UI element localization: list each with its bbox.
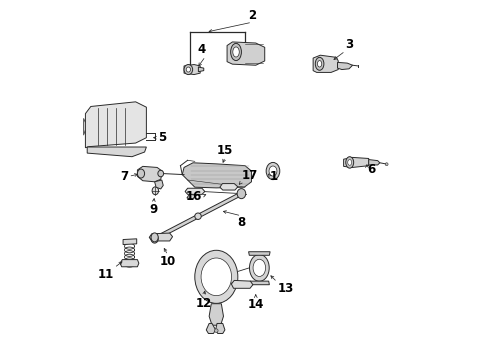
Polygon shape: [368, 159, 380, 165]
Text: 5: 5: [158, 131, 167, 144]
Polygon shape: [185, 188, 205, 194]
Polygon shape: [123, 239, 137, 244]
Polygon shape: [182, 163, 251, 188]
Polygon shape: [216, 323, 225, 333]
Ellipse shape: [195, 213, 201, 220]
Ellipse shape: [184, 64, 193, 75]
Text: 10: 10: [160, 255, 176, 268]
Text: 15: 15: [217, 144, 233, 157]
Ellipse shape: [253, 259, 266, 276]
Ellipse shape: [315, 57, 324, 70]
Text: 6: 6: [367, 163, 375, 176]
Polygon shape: [85, 102, 147, 148]
Text: 8: 8: [237, 216, 245, 229]
Ellipse shape: [231, 43, 242, 60]
Ellipse shape: [152, 187, 159, 195]
Polygon shape: [154, 192, 242, 240]
Ellipse shape: [237, 189, 245, 199]
Polygon shape: [87, 147, 147, 157]
Ellipse shape: [346, 157, 354, 168]
Polygon shape: [84, 118, 85, 135]
Polygon shape: [137, 166, 163, 182]
Polygon shape: [227, 42, 265, 65]
Ellipse shape: [195, 250, 238, 303]
Ellipse shape: [137, 169, 145, 178]
Polygon shape: [206, 323, 216, 333]
Polygon shape: [120, 260, 139, 267]
Polygon shape: [187, 194, 196, 199]
Polygon shape: [209, 304, 223, 325]
Polygon shape: [155, 180, 163, 189]
Text: 14: 14: [247, 298, 264, 311]
Ellipse shape: [348, 159, 352, 165]
Ellipse shape: [249, 255, 269, 281]
Text: 11: 11: [98, 268, 114, 281]
Ellipse shape: [385, 163, 388, 166]
Ellipse shape: [151, 234, 158, 243]
Text: 9: 9: [149, 203, 158, 216]
Ellipse shape: [158, 170, 164, 177]
Ellipse shape: [233, 47, 239, 57]
Polygon shape: [149, 233, 172, 241]
Text: 17: 17: [242, 169, 258, 182]
Text: 7: 7: [121, 170, 128, 183]
Polygon shape: [198, 67, 204, 72]
Ellipse shape: [151, 233, 158, 242]
Text: 16: 16: [186, 190, 202, 203]
Text: 2: 2: [248, 9, 256, 22]
Polygon shape: [313, 55, 338, 72]
Polygon shape: [220, 184, 238, 190]
Polygon shape: [248, 252, 270, 255]
Text: 12: 12: [196, 297, 212, 310]
Polygon shape: [343, 157, 368, 167]
Ellipse shape: [318, 60, 322, 67]
Text: 3: 3: [345, 38, 354, 51]
Text: 4: 4: [197, 43, 205, 56]
Polygon shape: [231, 280, 253, 288]
Ellipse shape: [201, 258, 232, 296]
Ellipse shape: [186, 67, 191, 72]
Polygon shape: [184, 64, 200, 75]
Ellipse shape: [269, 166, 277, 176]
Polygon shape: [338, 62, 353, 69]
Text: 1: 1: [270, 170, 278, 183]
Ellipse shape: [215, 329, 218, 332]
Text: 13: 13: [277, 282, 294, 295]
Ellipse shape: [266, 162, 280, 180]
Polygon shape: [249, 281, 270, 285]
